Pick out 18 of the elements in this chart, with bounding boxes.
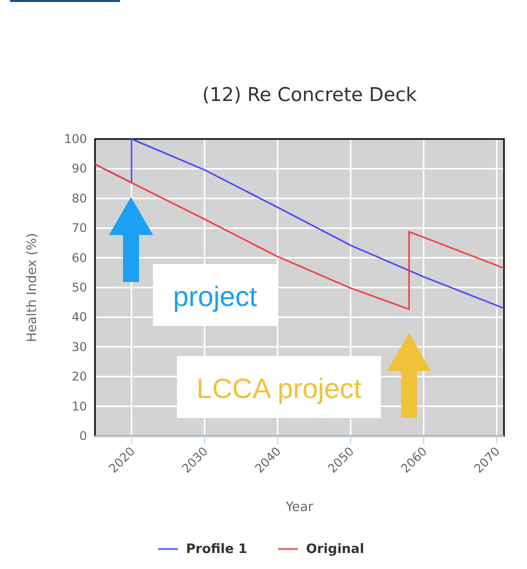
legend-label: Profile 1 (186, 542, 248, 557)
annotation: project (172, 281, 258, 312)
legend-label: Original (306, 542, 364, 557)
x-axis-title: Year (284, 500, 314, 515)
y-tick-label: 90 (72, 162, 87, 176)
y-tick-label: 100 (64, 132, 87, 146)
y-tick-label: 0 (79, 429, 87, 443)
y-tick-label: 60 (72, 250, 87, 265)
y-tick-label: 50 (72, 280, 87, 294)
y-tick-label: 40 (72, 310, 87, 324)
y-axis-title: Health Index (%) (25, 232, 40, 342)
y-tick-label: 80 (72, 191, 87, 206)
y-tick-label: 10 (72, 399, 87, 414)
chart-title: (12) Re Concrete Deck (202, 84, 417, 106)
annotation: LCCA project (196, 373, 362, 404)
y-tick-label: 20 (72, 370, 87, 384)
y-tick-label: 70 (72, 221, 87, 236)
y-tick-label: 30 (72, 340, 87, 354)
